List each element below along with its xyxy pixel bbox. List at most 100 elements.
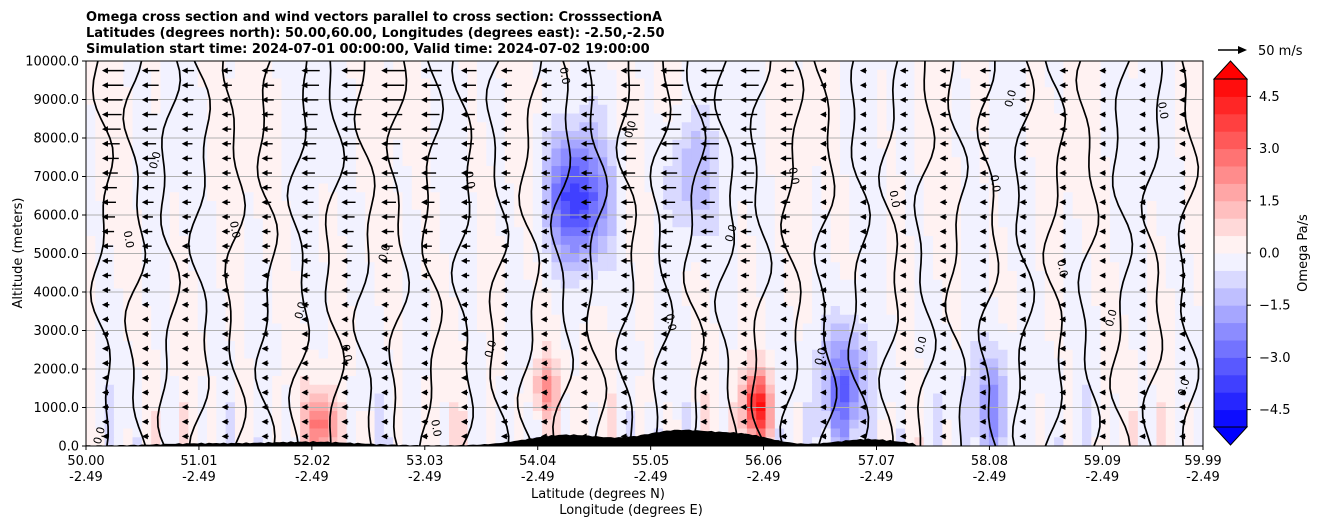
omega-cell [793,253,804,263]
omega-cell [346,419,357,430]
omega-cell [467,323,478,333]
omega-cell [449,192,459,202]
omega-cell [1072,236,1083,246]
omega-cell [858,279,869,290]
omega-cell [588,419,599,430]
omega-cell [1091,218,1102,228]
omega-cell [160,288,171,298]
omega-cell [225,166,236,176]
omega-cell [616,131,627,141]
omega-cell [988,227,999,237]
omega-cell [644,174,655,185]
omega-cell [132,314,143,325]
omega-cell [1128,236,1139,246]
omega-cell [849,411,860,421]
omega-cell [979,209,990,220]
omega-cell [355,393,366,403]
omega-cell [607,148,618,158]
omega-cell [951,384,962,395]
omega-cell [1035,148,1046,158]
omega-cell [821,253,832,263]
omega-cell [914,87,925,97]
omega-cell [793,131,804,141]
omega-cell [1165,288,1176,298]
omega-cell [132,411,143,421]
omega-cell [467,201,478,211]
omega-cell [141,349,152,360]
omega-cell [281,332,292,342]
omega-cell [718,227,729,237]
omega-cell [113,384,124,395]
omega-cell [495,411,506,421]
omega-cell [653,314,664,325]
omega-cell [393,244,404,255]
omega-cell [653,131,664,141]
omega-cell [765,69,776,80]
omega-cell [1137,306,1148,316]
omega-cell [439,148,450,158]
omega-cell [86,402,96,412]
omega-cell [225,78,236,88]
omega-cell [309,201,320,211]
omega-cell [374,411,385,421]
omega-cell [374,183,385,193]
omega-cell [467,262,478,272]
omega-cell [691,227,701,237]
omega-cell [570,314,580,325]
omega-cell [1147,192,1158,202]
omega-cell [979,201,990,211]
omega-cell [812,279,822,290]
omega-cell [1137,236,1148,246]
omega-cell [458,367,469,377]
omega-cell [504,288,515,298]
omega-cell [383,192,394,202]
omega-cell [532,236,543,246]
omega-cell [514,341,525,351]
omega-cell [104,323,115,333]
omega-cell [570,227,580,237]
omega-cell [86,332,96,342]
omega-cell [365,297,376,307]
omega-cell [355,227,366,237]
omega-cell [346,201,357,211]
omega-cell [355,61,366,71]
omega-cell [430,341,441,351]
omega-cell [151,271,162,281]
omega-cell [113,174,124,185]
omega-cell [95,384,106,395]
omega-cell [253,113,264,123]
omega-cell [616,192,627,202]
omega-cell [113,227,124,237]
omega-cell [802,314,813,325]
omega-cell [123,166,134,176]
omega-cell [309,419,320,430]
omega-cell [132,87,143,97]
omega-cell [467,96,478,106]
omega-cell [877,314,888,325]
omega-cell [821,61,832,71]
omega-cell [672,166,683,176]
omega-cell [495,78,506,88]
omega-cell [970,349,981,360]
omega-cell [1119,384,1130,395]
omega-cell [495,131,506,141]
omega-cell [653,393,664,403]
omega-cell [933,358,943,368]
omega-cell [1137,87,1148,97]
omega-cell [272,96,283,106]
omega-cell [784,61,795,71]
omega-cell [281,113,292,123]
omega-cell [551,166,562,176]
omega-cell [821,236,832,246]
omega-cell [421,157,432,167]
omega-cell [234,306,245,316]
omega-cell [1044,174,1055,185]
omega-cell [1137,174,1148,185]
omega-cell [1109,113,1120,123]
omega-cell [309,61,320,71]
omega-cell [523,236,534,246]
omega-cell [1026,227,1037,237]
omega-cell [272,262,283,272]
omega-cell [393,148,404,158]
omega-cell [234,367,245,377]
